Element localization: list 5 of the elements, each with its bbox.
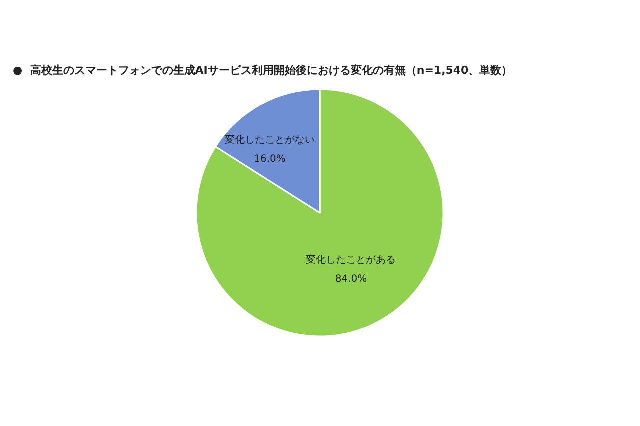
chart-title: ● 高校生のスマートフォンでの生成AIサービス利用開始後における変化の有無（n=1,540、単数） <box>13 64 513 77</box>
data-label: 16.0% <box>254 154 286 165</box>
data-label: 84.0% <box>335 274 368 285</box>
slice-label: 変化したことがある <box>306 254 396 266</box>
slice-label: 変化したことがない <box>225 134 315 146</box>
